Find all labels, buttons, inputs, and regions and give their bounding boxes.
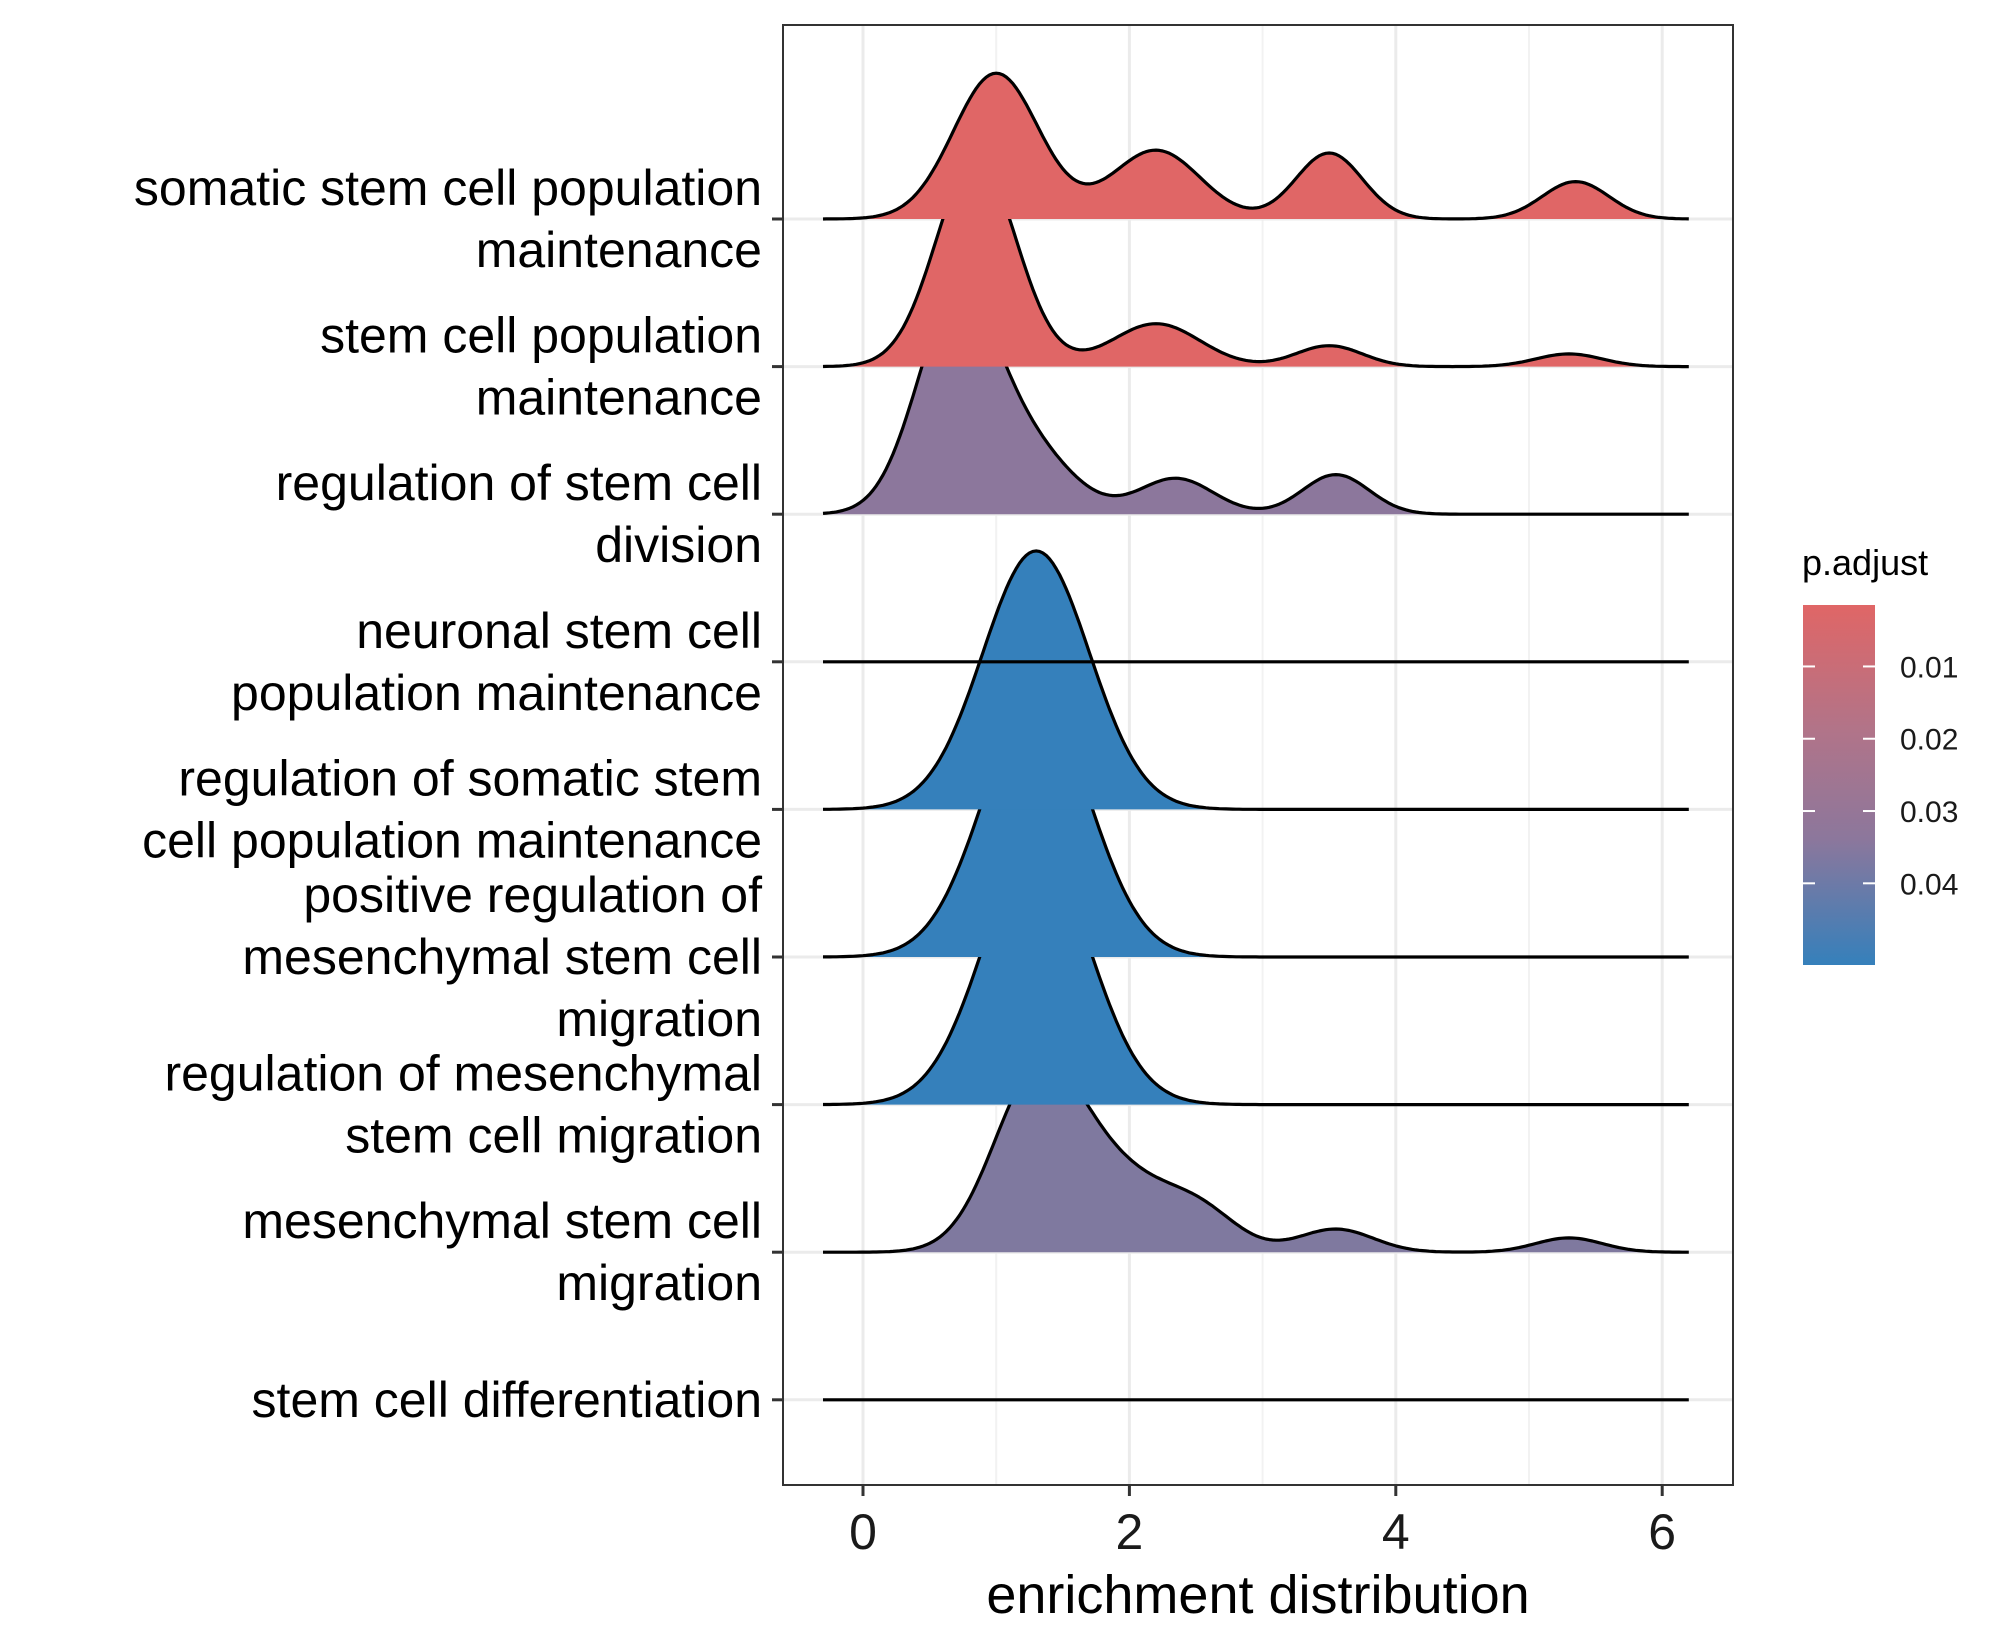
legend-tick-label: 0.03 [1900,796,1958,829]
plot-panel-border [782,24,1734,1486]
y-tick-label: stem cell population [320,308,762,364]
x-tick-label: 4 [1382,1504,1410,1560]
y-tick-label: positive regulation of [303,867,762,923]
y-tick-label: mesenchymal stem cell [242,929,762,985]
x-tick-label: 2 [1115,1504,1143,1560]
ridges [822,71,1689,1402]
ridge-fill [823,1060,1689,1253]
y-tick-label: stem cell differentiation [252,1372,762,1428]
ridge-outline [823,549,1689,811]
ridge-outline [823,844,1689,1107]
y-tick-label: stem cell migration [345,1108,762,1164]
y-tick-label: maintenance [476,370,762,426]
y-tick-label: migration [556,1255,762,1311]
ridge-fill [823,73,1689,219]
x-tick-label: 6 [1648,1504,1676,1560]
y-tick-label: regulation of somatic stem [178,750,762,806]
ridge-fill [823,288,1689,515]
ridge-1 [822,71,1689,221]
ridge-fill [823,550,1689,810]
y-tick-label: cell population maintenance [142,812,762,868]
y-tick-label: mesenchymal stem cell [242,1193,762,1249]
legend-title: p.adjust [1802,542,1928,583]
y-tick-label: migration [556,991,762,1047]
y-tick-label: somatic stem cell population [134,160,762,216]
y-axis: somatic stem cell population maintenance s… [134,160,783,1428]
y-tick-label: regulation of stem cell [276,455,762,511]
ridge-outline [823,1058,1689,1254]
ridge-8 [823,1058,1689,1254]
y-tick-label: population maintenance [231,665,762,721]
ridge-outline [822,71,1689,221]
y-tick-label: neuronal stem cell [356,603,762,659]
y-tick-label: maintenance [476,222,762,278]
y-tick-label: division [595,517,762,573]
legend-tick-label: 0.04 [1900,868,1958,901]
ridge-fill [823,157,1689,367]
x-axis: 0 2 4 6 [849,1485,1676,1560]
grid-lines [783,25,1733,1485]
legend-tick-label: 0.01 [1900,651,1958,684]
legend: p.adjust 0.01 0.02 0.03 0.04 [1802,542,1958,965]
x-axis-title: enrichment distribution [986,1565,1529,1625]
ridge-5 [823,549,1689,811]
legend-colorbar [1803,605,1875,965]
x-tick-label: 0 [849,1504,877,1560]
ridge-outline [823,696,1689,959]
legend-tick-label: 0.02 [1900,724,1958,757]
y-tick-label: regulation of mesenchymal [164,1046,762,1102]
